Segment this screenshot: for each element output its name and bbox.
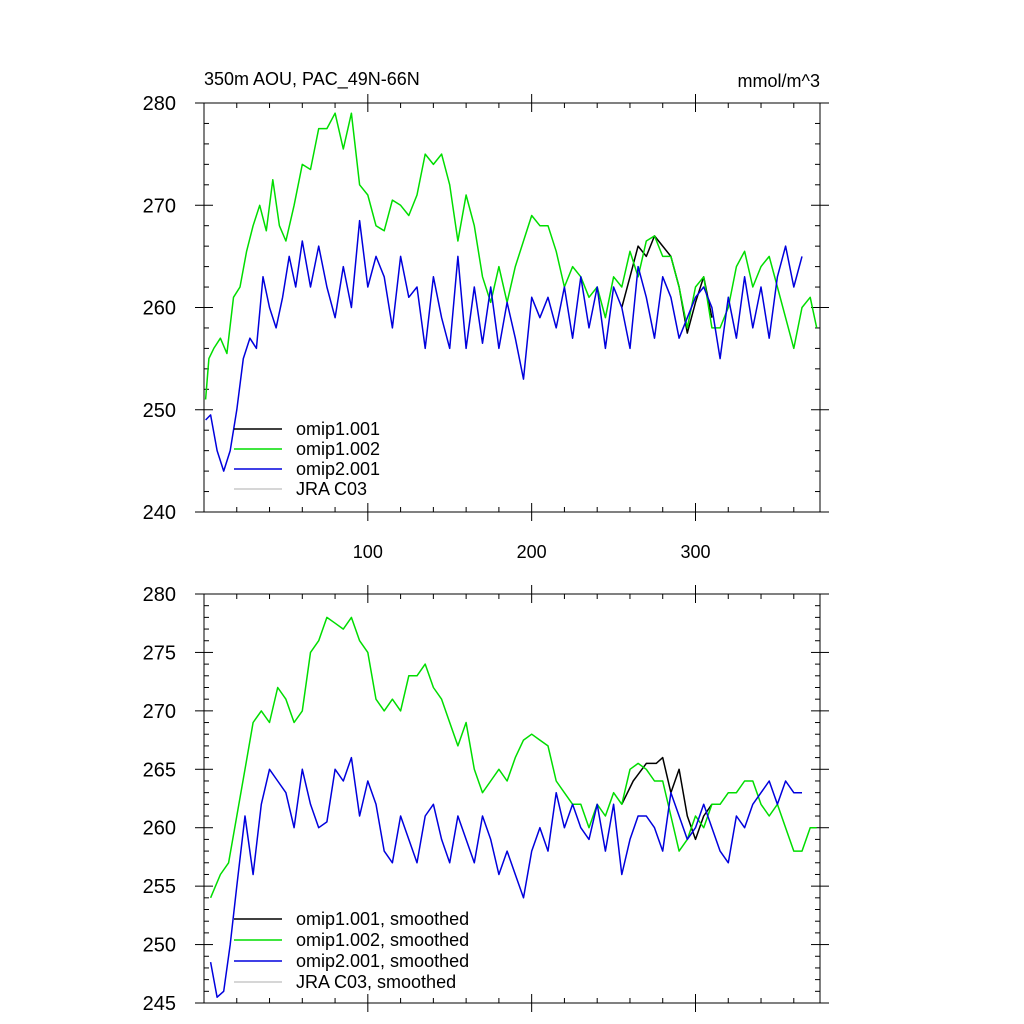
legend-label-omip2-001-smoothed: omip2.001, smoothed [296, 951, 469, 971]
x-axis-bottom-panel [236, 585, 795, 1012]
y-tick-label: 280 [143, 93, 176, 115]
legend-label-jra-c03: JRA C03 [296, 479, 367, 499]
y-axis-top-panel: 240 250 260 270 280 [143, 93, 829, 524]
series-line-omip1-001 [621, 235, 713, 334]
legend-label-omip1-002: omip1.002 [296, 439, 380, 459]
y-tick-label: 275 [143, 642, 176, 664]
legend-label-omip1-001-smoothed: omip1.001, smoothed [296, 909, 469, 929]
top-panel: 350m AOU, PAC_49N-66N mmol/m^3 100 200 300… [143, 69, 829, 562]
y-tick-label: 270 [143, 195, 176, 217]
x-tick-label: 100 [353, 542, 383, 562]
series-lines-bottom [209, 616, 817, 998]
series-line-omip1-002-smoothed [209, 616, 817, 899]
series-line-omip2-001-smoothed [209, 756, 802, 998]
y-tick-label: 260 [143, 298, 176, 320]
y-tick-label: 260 [143, 818, 176, 840]
legend-label-omip1-002-smoothed: omip1.002, smoothed [296, 930, 469, 950]
y-tick-label: 255 [143, 876, 176, 898]
units-label: mmol/m^3 [738, 71, 820, 91]
series-lines-top [204, 112, 818, 472]
x-tick-label: 300 [680, 542, 710, 562]
y-tick-label: 265 [143, 759, 176, 781]
y-tick-label: 270 [143, 701, 176, 723]
x-axis-top-panel: 100 200 300 [236, 94, 795, 562]
y-tick-label: 240 [143, 502, 176, 524]
y-tick-label: 250 [143, 400, 176, 422]
chart-title: 350m AOU, PAC_49N-66N [204, 69, 420, 90]
y-axis-bottom-panel: 245 250 255 260 265 270 275 280 [143, 584, 829, 1015]
legend-label-jra-c03-smoothed: JRA C03, smoothed [296, 972, 456, 992]
series-line-omip2-001 [205, 219, 803, 472]
y-tick-label: 250 [143, 935, 176, 957]
legend-label-omip2-001: omip2.001 [296, 459, 380, 479]
series-line-omip1-002 [204, 112, 818, 400]
bottom-panel: 245 250 255 260 265 270 275 280 omip1.001, smoo… [143, 584, 829, 1015]
plot-frame-bottom [203, 593, 821, 1004]
x-tick-label: 200 [517, 542, 547, 562]
y-tick-label: 245 [143, 993, 176, 1015]
y-tick-label: 280 [143, 584, 176, 606]
legend-label-omip1-001: omip1.001 [296, 419, 380, 439]
